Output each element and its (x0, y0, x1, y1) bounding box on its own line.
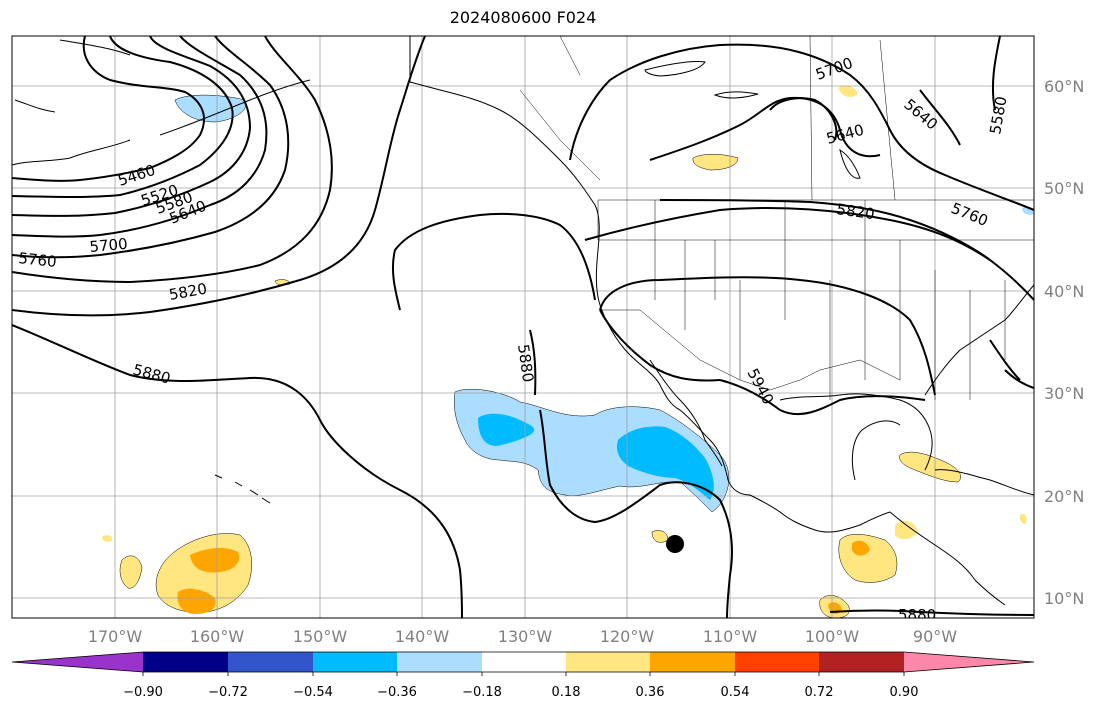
lon-label: 160°W (190, 627, 245, 646)
colorbar-segment (819, 652, 904, 672)
colorbar: −0.90 −0.72 −0.54 −0.36 −0.18 0.18 0.36 … (11, 651, 1035, 700)
shade-yellow-w2 (102, 535, 113, 542)
lat-label: 40°N (1044, 282, 1084, 301)
lon-label: 130°W (498, 627, 553, 646)
shade-cyan-2 (616, 426, 714, 500)
lon-label: 140°W (395, 627, 450, 646)
colorbar-tick-label: −0.54 (293, 685, 333, 700)
contour-label: 5760 (18, 249, 58, 271)
colorbar-tick-label: 0.18 (552, 685, 581, 700)
map-frame (11, 35, 1035, 619)
colorbar-tick-label: 0.36 (636, 685, 665, 700)
lat-label: 20°N (1044, 487, 1084, 506)
shade-cyan-1 (478, 413, 535, 446)
coastlines (12, 36, 1034, 606)
latitude-labels: 60°N 50°N 40°N 30°N 20°N 10°N (1044, 77, 1084, 608)
shade-yellow-w (119, 555, 143, 589)
shade-yellow-ca2 (895, 520, 918, 540)
colorbar-segment (735, 652, 819, 672)
shade-yellow-gulf (899, 451, 961, 483)
map-area (12, 36, 1034, 618)
shade-orange-hawaii-1 (190, 548, 240, 573)
shade-light-blue-pacific (454, 389, 730, 513)
colorbar-extend-low (12, 652, 143, 672)
lat-label: 60°N (1044, 77, 1084, 96)
colorbar-tick-label: −0.72 (208, 685, 248, 700)
colorbar-segment (566, 652, 650, 672)
lat-label: 50°N (1044, 179, 1084, 198)
colorbar-segment (397, 652, 482, 672)
colorbar-segment (313, 652, 397, 672)
shade-orange-ca (852, 540, 870, 556)
lon-label: 110°W (703, 627, 758, 646)
lat-label: 30°N (1044, 384, 1084, 403)
storm-marker (666, 535, 684, 553)
contour-label: 5880 (514, 343, 537, 383)
colorbar-tick-label: 0.72 (805, 685, 834, 700)
colorbar-tick-label: −0.18 (462, 685, 502, 700)
shade-orange-hawaii-2 (177, 588, 216, 614)
lon-label: 90°W (913, 627, 957, 646)
colorbar-segment (482, 652, 566, 672)
lon-label: 150°W (293, 627, 348, 646)
contour-label: 5820 (835, 200, 875, 223)
contour-label: 5880 (898, 606, 936, 624)
colorbar-segment (143, 652, 228, 672)
colorbar-extend-high (904, 652, 1034, 672)
colorbar-segment (650, 652, 735, 672)
colorbar-tick-label: 0.54 (721, 685, 750, 700)
page-title: 2024080600 F024 (449, 8, 597, 27)
lon-label: 170°W (88, 627, 143, 646)
shade-yellow-ne (838, 85, 858, 97)
colorbar-segment (228, 652, 313, 672)
colorbar-tick-label: −0.90 (123, 685, 163, 700)
shade-light-blue-alaska (174, 94, 247, 123)
longitude-labels: 170°W 160°W 150°W 140°W 130°W 120°W 110°… (88, 627, 957, 646)
lon-label: 120°W (600, 627, 655, 646)
contour-label: 5700 (89, 235, 129, 256)
shade-yellow-e (1019, 513, 1027, 524)
lat-label: 10°N (1044, 589, 1084, 608)
anomaly-shading (102, 85, 1034, 618)
colorbar-tick-label: 0.90 (890, 685, 919, 700)
height-contours (12, 36, 1034, 618)
colorbar-tick-label: −0.36 (377, 685, 417, 700)
lon-label: 100°W (805, 627, 860, 646)
